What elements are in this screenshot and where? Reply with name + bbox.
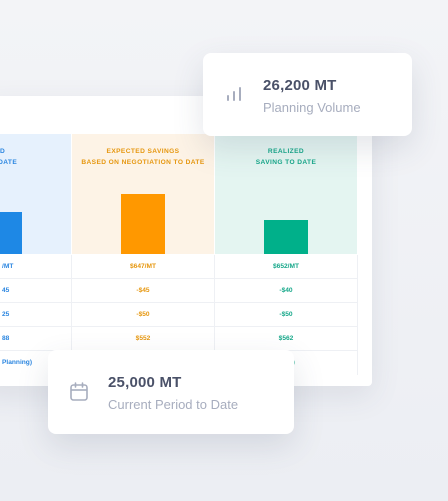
savings-table-card: ETED TO DATE 250 EXPECTED SAVINGS BASED …	[0, 96, 372, 386]
planning-volume-label: Planning Volume	[263, 100, 361, 115]
current-period-card: 25,000 MT Current Period to Date	[48, 350, 294, 434]
divider	[71, 255, 72, 375]
table-cell: -$40	[279, 287, 293, 294]
table-cell: 45	[2, 287, 10, 294]
table-cell: 88	[2, 335, 10, 342]
table-cell: $652/MT	[272, 263, 300, 270]
current-period-label: Current Period to Date	[108, 397, 239, 412]
table-cell: 25	[2, 311, 10, 318]
column-heading-expected: EXPECTED SAVINGS BASED ON NEGOTIATION TO…	[81, 148, 205, 166]
bar-realized	[264, 220, 308, 254]
column-expected-savings: EXPECTED SAVINGS BASED ON NEGOTIATION TO…	[72, 134, 214, 254]
table-row: 88 $552 $562	[0, 327, 357, 351]
bar-chart-icon	[227, 87, 241, 101]
table-cell: -$45	[136, 287, 150, 294]
table-row: 25 -$50 -$50	[0, 303, 357, 327]
calendar-icon	[70, 382, 88, 401]
divider	[357, 255, 358, 375]
table-cell: $647/MT	[129, 263, 157, 270]
table-row: /MT $647/MT $652/MT	[0, 255, 357, 279]
table-cell: $562	[278, 335, 294, 342]
table-cell: -$50	[136, 311, 150, 318]
table-cell: /MT	[2, 263, 14, 270]
column-heading-planned: ETED TO DATE	[0, 148, 18, 166]
bar-expected	[121, 194, 165, 254]
bar-planned	[0, 212, 22, 254]
column-heading-realized: REALIZED SAVING TO DATE	[255, 148, 317, 166]
current-period-value: 25,000 MT	[108, 374, 182, 391]
table-cell: $552	[135, 335, 151, 342]
table-cell: -$50	[279, 311, 293, 318]
planning-volume-value: 26,200 MT	[263, 77, 337, 94]
column-realized-saving: REALIZED SAVING TO DATE $24,390	[215, 134, 357, 254]
column-planned: ETED TO DATE 250	[0, 134, 71, 254]
table-row: 45 -$45 -$40	[0, 279, 357, 303]
planning-volume-card: 26,200 MT Planning Volume	[203, 53, 412, 136]
divider	[214, 255, 215, 375]
table-cell: Planning)	[2, 359, 33, 366]
